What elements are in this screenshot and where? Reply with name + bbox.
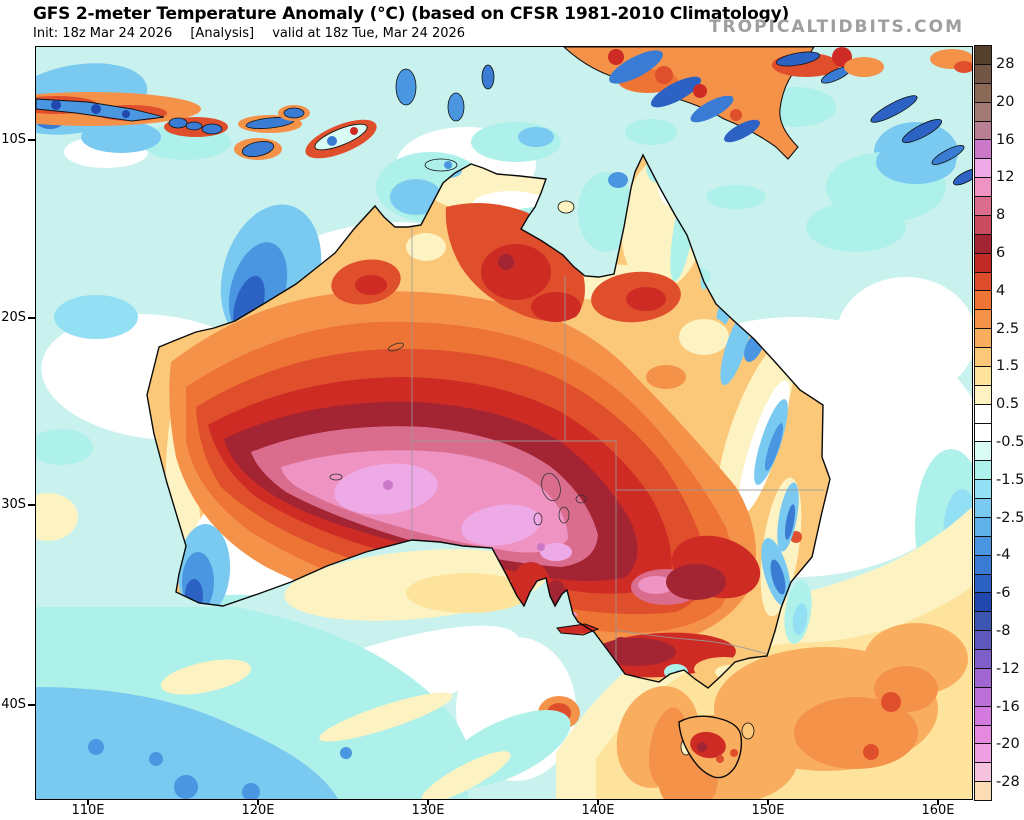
colorbar-cell — [975, 763, 991, 783]
init-time: Init: 18z Mar 24 2026 — [33, 26, 173, 41]
colorbar-tick-label: -28 — [996, 774, 1020, 791]
colorbar-tick-label: 12 — [996, 169, 1015, 186]
colorbar-cell — [975, 197, 991, 216]
lon-tick-label: 130E — [411, 803, 445, 818]
lon-tick-label: 150E — [751, 803, 785, 818]
lat-tick-label: 10S — [1, 132, 26, 147]
anomaly-map-canvas — [36, 47, 972, 799]
colorbar-tick-label: 20 — [996, 93, 1015, 110]
lon-tick — [87, 799, 89, 805]
lat-tick-label: 30S — [1, 497, 26, 512]
australia-outline — [146, 153, 831, 779]
colorbar-tick-label: -6 — [996, 585, 1011, 602]
lat-tick — [28, 317, 35, 319]
colorbar-cell — [975, 366, 991, 386]
colorbar-cell — [975, 574, 991, 594]
page-title: GFS 2-meter Temperature Anomaly (°C) (ba… — [33, 4, 790, 24]
colorbar-cell — [975, 310, 991, 330]
colorbar-cell — [975, 593, 991, 613]
lon-tick-label: 120E — [241, 803, 275, 818]
colorbar-cell — [975, 159, 991, 179]
colorbar-cell — [975, 612, 991, 632]
colorbar-cell — [975, 140, 991, 160]
colorbar-cell — [975, 385, 991, 405]
lon-tick — [597, 799, 599, 805]
colorbar-tick-label: -0.5 — [996, 433, 1024, 450]
lat-tick-label: 20S — [1, 310, 26, 325]
lon-tick-label: 140E — [581, 803, 615, 818]
colorbar-cell — [975, 668, 991, 688]
colorbar-cell — [975, 555, 991, 575]
lon-tick-label: 110E — [71, 803, 105, 818]
colorbar-cell — [975, 348, 991, 367]
colorbar-cell — [975, 517, 991, 537]
lon-tick — [767, 799, 769, 805]
colorbar-tick-label: -20 — [996, 736, 1020, 753]
colorbar-cell — [975, 631, 991, 650]
colorbar-tick-label: 1.5 — [996, 358, 1020, 375]
colorbar-cell — [975, 64, 991, 84]
colorbar-tick-label: -8 — [996, 622, 1011, 639]
anomaly-map — [35, 46, 973, 800]
colorbar-tick-label: 16 — [996, 131, 1015, 148]
colorbar-tick-label: -12 — [996, 660, 1020, 677]
colorbar-cell — [975, 744, 991, 764]
colorbar-cell — [975, 291, 991, 311]
watermark-logo: TROPICALTIDBITS.COM — [708, 17, 964, 37]
colorbar-tick-label: 6 — [996, 244, 1006, 261]
colorbar-cell — [975, 234, 991, 254]
colorbar-cell — [975, 178, 991, 197]
colorbar-cell — [975, 536, 991, 556]
colorbar-cell — [975, 404, 991, 424]
colorbar-cell — [975, 329, 991, 348]
colorbar — [974, 45, 992, 801]
colorbar-tick-label: -16 — [996, 698, 1020, 715]
colorbar-cell — [975, 83, 991, 103]
subtitle: Init: 18z Mar 24 2026 [Analysis] valid a… — [33, 26, 479, 41]
colorbar-cell — [975, 782, 991, 800]
lon-tick-label: 160E — [921, 803, 955, 818]
colorbar-cell — [975, 272, 991, 292]
colorbar-tick-label: 4 — [996, 282, 1006, 299]
colorbar-tick-label: -1.5 — [996, 471, 1024, 488]
lat-tick — [28, 704, 35, 706]
colorbar-cell — [975, 442, 991, 462]
lon-tick — [937, 799, 939, 805]
colorbar-cell — [975, 706, 991, 726]
colorbar-cell — [975, 480, 991, 499]
colorbar-cell — [975, 461, 991, 481]
colorbar-cell — [975, 121, 991, 141]
colorbar-cell — [975, 423, 991, 443]
analysis-badge: [Analysis] — [190, 26, 255, 41]
colorbar-tick-label: 8 — [996, 207, 1006, 224]
colorbar-cell — [975, 46, 991, 65]
colorbar-tick-label: 2.5 — [996, 320, 1020, 337]
lon-tick — [427, 799, 429, 805]
valid-time: valid at 18z Tue, Mar 24 2026 — [272, 26, 466, 41]
lat-tick-label: 40S — [1, 697, 26, 712]
colorbar-tick-label: -4 — [996, 547, 1011, 564]
colorbar-cell — [975, 725, 991, 745]
colorbar-cell — [975, 253, 991, 273]
lat-tick — [28, 139, 35, 141]
colorbar-tick-label: 0.5 — [996, 396, 1020, 413]
colorbar-tick-label: 28 — [996, 55, 1015, 72]
colorbar-cell — [975, 687, 991, 707]
colorbar-cell — [975, 215, 991, 235]
colorbar-cell — [975, 102, 991, 122]
lon-tick — [257, 799, 259, 805]
colorbar-tick-label: -2.5 — [996, 509, 1024, 526]
colorbar-cell — [975, 499, 991, 518]
lat-tick — [28, 504, 35, 506]
colorbar-cell — [975, 650, 991, 669]
